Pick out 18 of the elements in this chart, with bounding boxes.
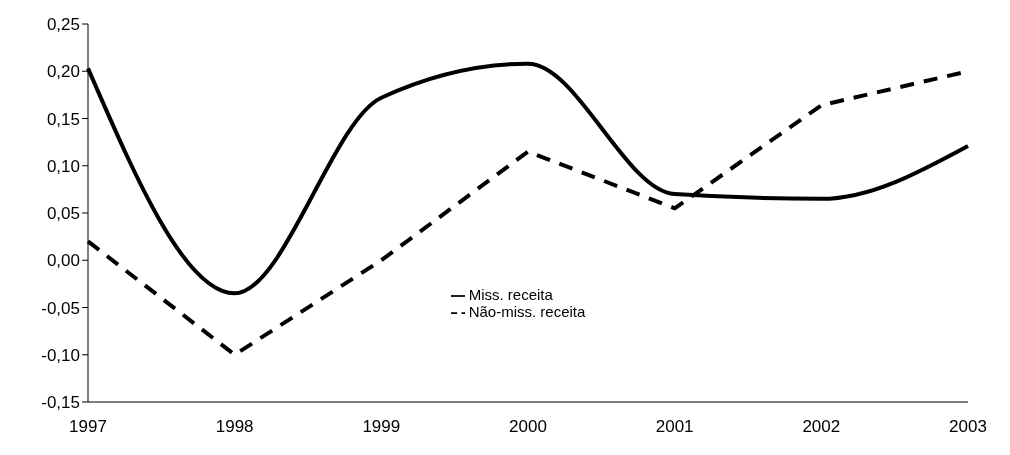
- x-tick-label: 1999: [362, 417, 401, 437]
- x-tick-label: 2000: [509, 417, 547, 437]
- y-tick-label: -0,15: [41, 393, 80, 413]
- y-tick-label: 0,05: [46, 204, 80, 224]
- y-tick-label: -0,05: [41, 298, 80, 318]
- legend-label: Não-miss. receita: [468, 303, 586, 320]
- x-tick-label: 1998: [215, 417, 254, 437]
- legend-label: Miss. receita: [468, 285, 553, 303]
- x-tick-label: 2002: [802, 417, 841, 437]
- y-tick-label: -0,10: [41, 345, 80, 365]
- y-tick-label: 0,25: [46, 15, 80, 35]
- y-tick-label: 0,15: [46, 109, 80, 129]
- y-tick-label: 0,10: [46, 156, 80, 176]
- x-tick-label: 2003: [949, 417, 987, 437]
- x-tick-label: 1997: [69, 417, 107, 437]
- x-tick-label: 2001: [655, 417, 694, 437]
- y-tick-label: 0,20: [46, 62, 80, 82]
- y-tick-label: 0,00: [46, 251, 80, 271]
